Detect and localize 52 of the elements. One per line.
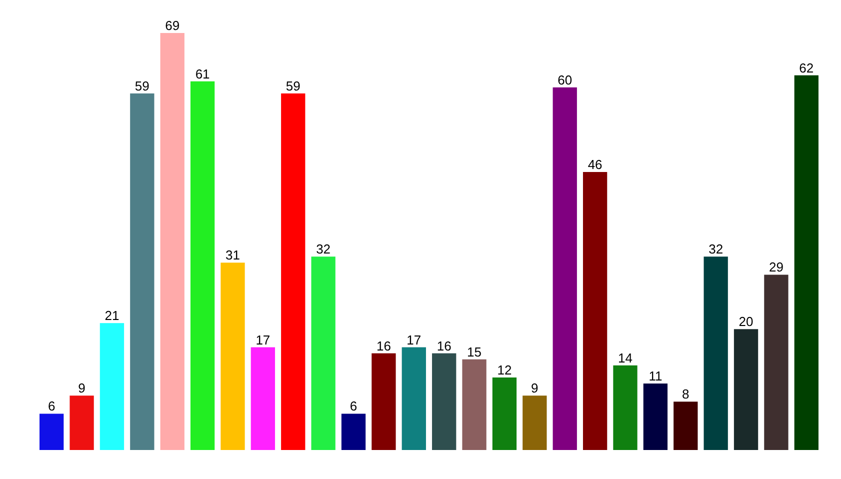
data-label: 6 bbox=[48, 398, 56, 414]
data-label: 61 bbox=[195, 66, 210, 82]
bar bbox=[250, 347, 276, 450]
data-label: 14 bbox=[618, 350, 632, 366]
bar bbox=[704, 256, 728, 450]
data-label: 59 bbox=[286, 78, 300, 94]
data-label: 32 bbox=[316, 242, 331, 257]
bar bbox=[794, 75, 818, 450]
data-label: 17 bbox=[406, 332, 422, 348]
data-label: 32 bbox=[708, 242, 724, 257]
data-label: 8 bbox=[682, 386, 690, 402]
data-label: 46 bbox=[588, 157, 602, 172]
data-label: 9 bbox=[78, 380, 86, 396]
data-label: 62 bbox=[799, 60, 814, 76]
bar bbox=[462, 359, 486, 450]
data-label: 15 bbox=[467, 344, 482, 360]
data-label: 6 bbox=[350, 398, 358, 414]
bar bbox=[341, 414, 366, 450]
bar bbox=[492, 377, 517, 450]
bar bbox=[220, 262, 245, 450]
data-label: 9 bbox=[531, 380, 538, 396]
data-label: 59 bbox=[134, 78, 150, 94]
data-label: 31 bbox=[226, 248, 240, 263]
bar bbox=[40, 414, 64, 450]
data-label: 16 bbox=[376, 338, 391, 354]
bar bbox=[643, 384, 668, 450]
bar bbox=[70, 396, 94, 450]
data-label: 69 bbox=[165, 18, 180, 33]
bar bbox=[613, 365, 638, 450]
bar bbox=[160, 33, 184, 450]
bar bbox=[522, 396, 547, 450]
bar bbox=[734, 329, 758, 450]
bar bbox=[100, 323, 124, 450]
data-label: 17 bbox=[256, 332, 270, 348]
bar bbox=[432, 353, 456, 450]
data-label: 60 bbox=[558, 72, 572, 88]
data-label: 21 bbox=[104, 308, 120, 324]
data-label: 11 bbox=[648, 368, 662, 384]
bar bbox=[130, 93, 154, 450]
bar bbox=[582, 172, 608, 450]
data-label: 29 bbox=[768, 260, 784, 275]
bar bbox=[190, 81, 215, 450]
bar bbox=[674, 402, 698, 450]
bar bbox=[402, 347, 426, 450]
bar bbox=[281, 93, 306, 450]
data-label: 16 bbox=[436, 338, 452, 354]
bar bbox=[372, 353, 396, 450]
bar bbox=[311, 256, 336, 450]
bar bbox=[552, 87, 577, 450]
data-label: 20 bbox=[738, 314, 754, 330]
data-label: 12 bbox=[497, 362, 512, 378]
bar bbox=[764, 274, 788, 450]
